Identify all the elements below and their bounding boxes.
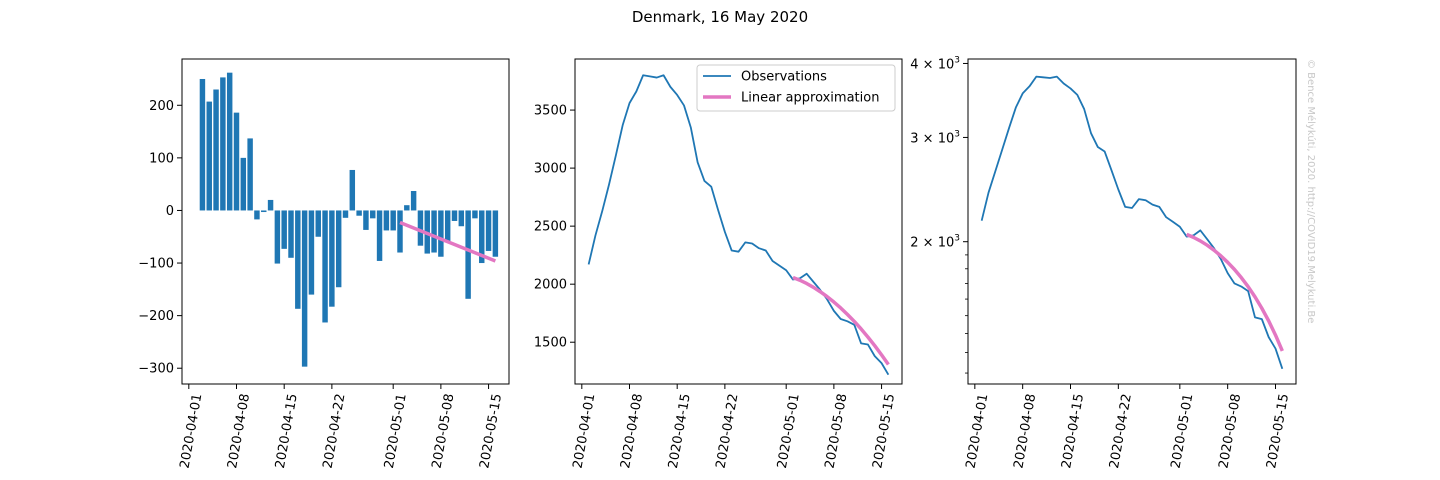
axes-frame [967,58,1297,385]
x-tick-label: 2020-04-01 [571,393,599,470]
x-tick-label: 2020-05-01 [382,393,410,470]
x-tick-label: 2020-05-08 [823,393,851,470]
bar [240,157,247,211]
bar [356,210,362,216]
legend-label-observations: Observations [741,70,827,85]
bar [342,210,349,218]
y-tick-label: 3500 [534,104,567,119]
y-tick-label: −200 [138,309,174,324]
bar [376,210,383,261]
x-tick-label: 2020-05-15 [870,393,898,470]
bar [444,210,451,243]
x-tick-label: 2020-05-08 [430,393,458,470]
linear-approximation-line [399,220,497,263]
bar [274,210,281,264]
axes-frame [574,58,903,385]
x-tick-label: 2020-04-01 [178,393,206,470]
bar [329,210,335,307]
bar [465,210,471,299]
x-tick-label: 2020-04-08 [225,393,253,470]
legend: Observations Linear approximation [696,64,896,112]
x-tick-label: 2020-04-08 [618,393,646,470]
credit-text: © Bence Mélykúti, 2020. http://COVID19.M… [1305,59,1317,323]
bar [233,112,240,211]
y-tick-label: 2000 [534,278,567,293]
bar-chart-panel: −300 −200 −100 0 100 200 2020-04-01 2020-04-08 2… [138,58,510,470]
y-tick-label: 1500 [534,336,567,351]
bar [383,210,390,231]
bar [458,210,465,227]
y-tick-label: 200 [149,99,174,114]
bar [404,205,410,211]
bar [247,138,253,211]
bar [288,210,294,258]
x-tick-label: 2020-04-22 [321,393,349,470]
x-tick-label: 2020-04-01 [964,393,992,470]
bar [308,210,315,295]
bar [363,210,369,230]
bar [417,210,424,246]
bar [492,210,499,257]
bar [254,210,260,220]
x-tick-label: 2020-05-01 [775,393,803,470]
bar [438,210,444,257]
y-tick-label: 3 × 103 [910,129,960,146]
x-tick-label: 2020-04-22 [714,393,742,470]
bar [349,169,356,211]
x-tick-label: 2020-04-15 [1059,393,1087,470]
bar [206,101,212,211]
y-tick-label: 100 [149,151,174,166]
bar [295,210,301,309]
bar [213,89,219,211]
log-chart-panel: 2 × 103 3 × 103 4 × 103 2020-04-01 2020-04-0… [910,55,1297,470]
bar [479,210,485,264]
linear-approximation-line [1185,232,1284,352]
x-tick-label: 2020-04-15 [666,393,694,470]
x-tick-label: 2020-05-01 [1169,393,1197,470]
x-tick-label: 2020-04-08 [1011,393,1039,470]
bar [472,210,478,219]
y-tick-label: 4 × 103 [910,55,960,72]
y-tick-label: 0 [166,204,174,219]
bar [226,72,233,211]
bar [301,210,308,367]
y-tick-label: 2 × 103 [910,234,960,251]
x-tick-label: 2020-04-22 [1107,393,1135,470]
legend-label-linear-approximation: Linear approximation [741,91,879,106]
bar [410,190,417,211]
x-tick-label: 2020-05-15 [1264,393,1292,470]
bar [267,199,274,211]
legend-box [696,64,896,112]
bar [220,77,226,211]
bar [431,210,437,253]
bar [261,210,267,213]
bar [370,210,376,219]
bar [397,210,403,253]
x-tick-label: 2020-05-08 [1216,393,1244,470]
y-tick-label: 3000 [534,162,567,177]
bar [390,210,396,231]
y-tick-label: −300 [138,362,174,377]
bar [199,78,206,211]
x-tick-label: 2020-04-15 [273,393,301,470]
x-tick-label: 2020-05-15 [477,393,505,470]
bar [322,210,328,323]
axes-frame [181,58,510,385]
observations-line [587,74,890,376]
linear-chart-panel: 1500 2000 2500 3000 3500 2020-04-01 2020-04-08… [534,58,903,470]
observations-line [980,75,1284,370]
bar [335,210,342,288]
y-tick-label: −100 [138,257,174,272]
y-tick-label: 2500 [534,220,567,235]
figure-title: Denmark, 16 May 2020 [632,8,808,26]
linear-approximation-line [792,275,890,366]
bar [315,210,321,237]
bar [451,210,458,221]
bar [485,210,492,251]
bar [281,210,287,249]
